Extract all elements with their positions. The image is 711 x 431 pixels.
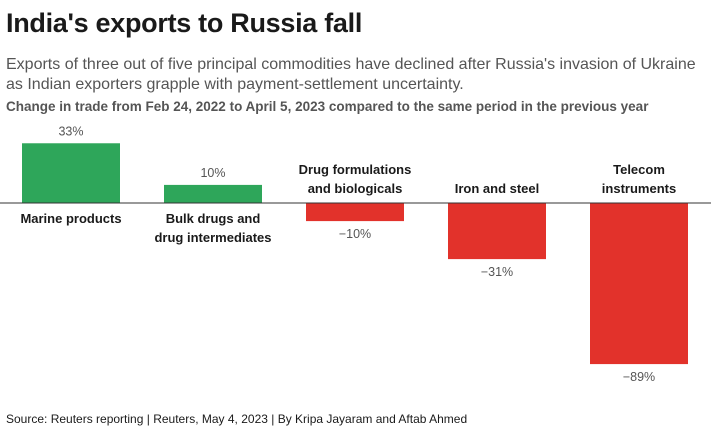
value-label-4: −89% [623,370,655,384]
category-label-1: Bulk drugs and drug intermediates [154,211,271,245]
bar-4 [590,203,688,365]
bar-1 [164,184,262,203]
bar-3 [448,203,546,260]
source-note: Source: Reuters reporting | Reuters, May… [6,412,468,426]
chart-subtitle: Exports of three out of five principal c… [6,56,696,93]
value-label-0: 33% [58,124,83,138]
bar-2 [306,203,404,222]
category-label-2: Drug formulations and biologicals [299,162,412,196]
bar-chart: 33% Marine products 10% Bulk drugs and drug … [0,124,711,384]
category-label-3: Iron and steel [455,181,540,196]
chart-title: India's exports to Russia fall [6,8,363,38]
bar-0 [22,143,120,203]
category-label-0: Marine products [20,211,121,226]
value-label-2: −10% [339,227,371,241]
value-label-3: −31% [481,265,513,279]
chart-caption: Change in trade from Feb 24, 2022 to Apr… [6,99,649,114]
value-label-1: 10% [200,166,225,180]
category-label-4: Telecom instruments [602,162,676,196]
